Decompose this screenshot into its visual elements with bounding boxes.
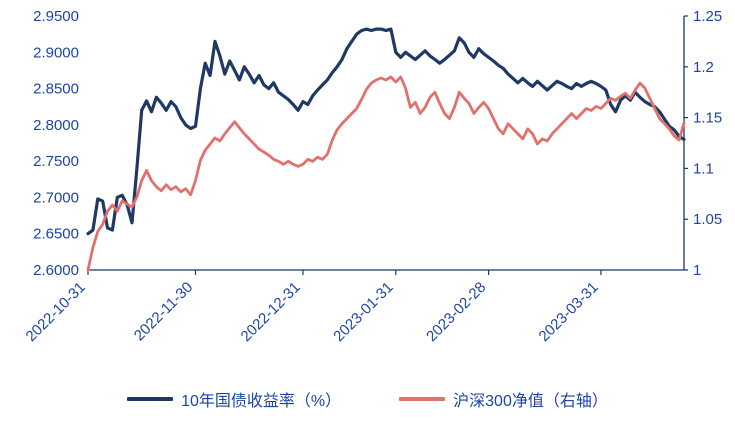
svg-text:2.7000: 2.7000 bbox=[33, 189, 79, 206]
legend-label-yield: 10年国债收益率（%） bbox=[181, 393, 342, 410]
svg-text:2023-02-28: 2023-02-28 bbox=[423, 279, 489, 345]
svg-text:1.15: 1.15 bbox=[693, 110, 722, 127]
legend-line-swatch-csi300 bbox=[399, 397, 446, 401]
svg-text:1.05: 1.05 bbox=[693, 211, 722, 228]
chart-legend: 10年国债收益率（%） 沪深300净值（右轴） bbox=[0, 387, 735, 411]
svg-text:2023-01-31: 2023-01-31 bbox=[330, 279, 396, 345]
legend-item-csi300: 沪深300净值（右轴） bbox=[399, 387, 608, 411]
svg-text:1.2: 1.2 bbox=[693, 59, 714, 76]
legend-line-swatch-yield bbox=[127, 397, 174, 401]
svg-text:2.9000: 2.9000 bbox=[33, 44, 79, 61]
svg-text:2023-03-31: 2023-03-31 bbox=[535, 279, 601, 345]
svg-text:2022-10-31: 2022-10-31 bbox=[23, 279, 89, 345]
svg-text:1.25: 1.25 bbox=[693, 8, 722, 25]
svg-text:2022-11-30: 2022-11-30 bbox=[131, 279, 196, 344]
svg-text:1.1: 1.1 bbox=[693, 160, 714, 177]
svg-text:2.9500: 2.9500 bbox=[33, 8, 79, 25]
legend-label-csi300: 沪深300净值（右轴） bbox=[453, 393, 608, 410]
svg-text:2.7500: 2.7500 bbox=[33, 153, 79, 170]
legend-item-yield: 10年国债收益率（%） bbox=[127, 387, 341, 411]
svg-text:2.6500: 2.6500 bbox=[33, 226, 79, 243]
svg-text:2.8500: 2.8500 bbox=[33, 81, 79, 98]
svg-text:2.8000: 2.8000 bbox=[33, 117, 79, 134]
svg-text:2.6000: 2.6000 bbox=[33, 262, 79, 279]
svg-text:2022-12-31: 2022-12-31 bbox=[237, 279, 303, 345]
svg-text:1: 1 bbox=[693, 262, 701, 279]
